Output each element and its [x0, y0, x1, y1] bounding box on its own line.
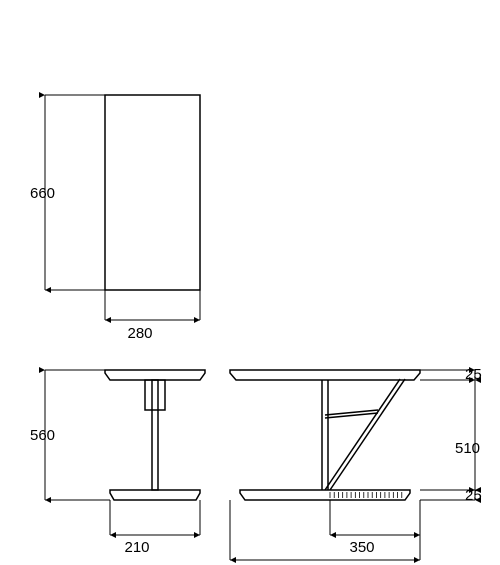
- dim-label: 280: [127, 325, 152, 342]
- dim-label: 25: [465, 487, 482, 504]
- dim-label: 660: [30, 185, 55, 202]
- dim-label: 210: [124, 539, 149, 556]
- dim-label: 560: [30, 427, 55, 444]
- dim-label: 25: [465, 366, 482, 383]
- top-view-rect: [105, 95, 200, 290]
- dim-label: 350: [349, 539, 374, 556]
- dim-label: 510: [455, 440, 480, 457]
